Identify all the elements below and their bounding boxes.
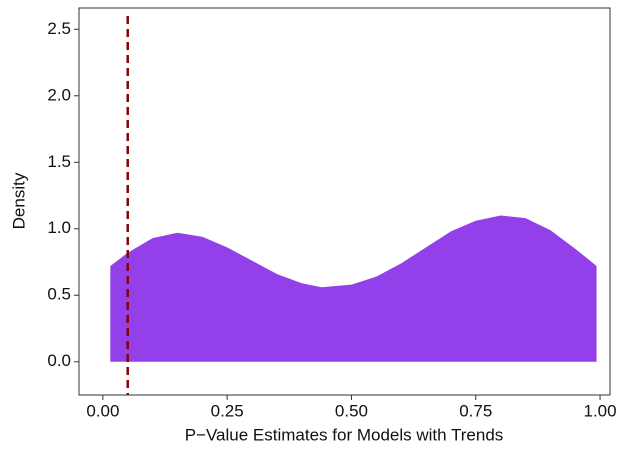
y-tick-label: 1.0 (47, 218, 71, 237)
x-tick-label: 1.00 (584, 401, 617, 420)
density-area (110, 215, 597, 362)
y-tick-label: 0.5 (47, 285, 71, 304)
x-tick-label: 0.75 (459, 401, 492, 420)
x-tick-label: 0.00 (86, 401, 119, 420)
y-tick-label: 0.0 (47, 351, 71, 370)
y-tick-label: 1.5 (47, 152, 71, 171)
plot-border (78, 7, 611, 396)
x-tick-label: 0.50 (335, 401, 368, 420)
x-tick-label: 0.25 (211, 401, 244, 420)
y-tick-label: 2.0 (47, 85, 71, 104)
y-tick-label: 2.5 (47, 19, 71, 38)
x-axis-label: P−Value Estimates for Models with Trends (185, 425, 504, 444)
y-axis-label: Density (9, 172, 28, 229)
